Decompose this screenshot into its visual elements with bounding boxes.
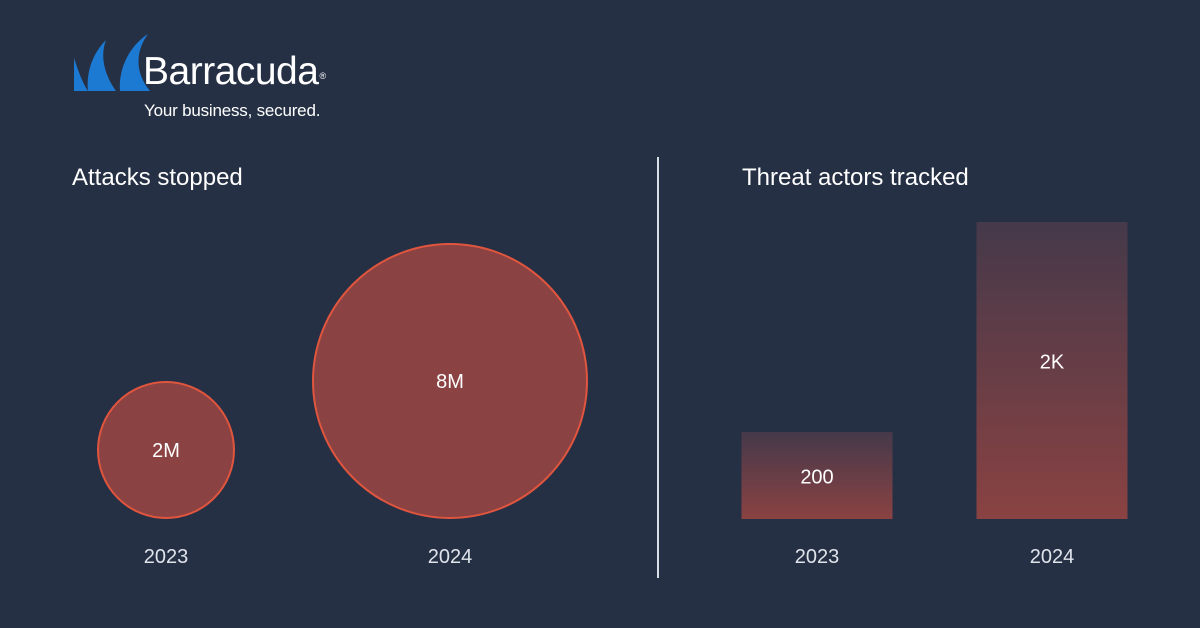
brand-name: Barracuda®: [143, 50, 326, 93]
bar-category-2023: 2023: [795, 546, 840, 568]
panel-divider: [657, 157, 659, 578]
bar-2024: [976, 222, 1128, 519]
bar-category-2024: 2024: [1030, 546, 1075, 568]
bubble-category-2023: 2023: [144, 546, 189, 568]
registered-mark: ®: [319, 71, 326, 81]
bar-label-2023: 200: [800, 466, 833, 488]
barracuda-logo: Barracuda® Your business, secured.: [70, 34, 340, 124]
shark-fin-logo-icon: [74, 34, 150, 91]
attacks-stopped-title: Attacks stopped: [72, 164, 243, 191]
bar-2023: [741, 431, 893, 519]
bubble-2024: [312, 243, 588, 519]
bubble-2023: [97, 381, 235, 519]
brand-tagline: Your business, secured.: [144, 101, 321, 120]
bubble-label-2024: 8M: [436, 371, 464, 393]
threat-actors-title: Threat actors tracked: [742, 164, 969, 191]
bar-label-2024: 2K: [1040, 352, 1065, 374]
bubble-label-2023: 2M: [152, 440, 180, 462]
bubble-category-2024: 2024: [428, 546, 473, 568]
